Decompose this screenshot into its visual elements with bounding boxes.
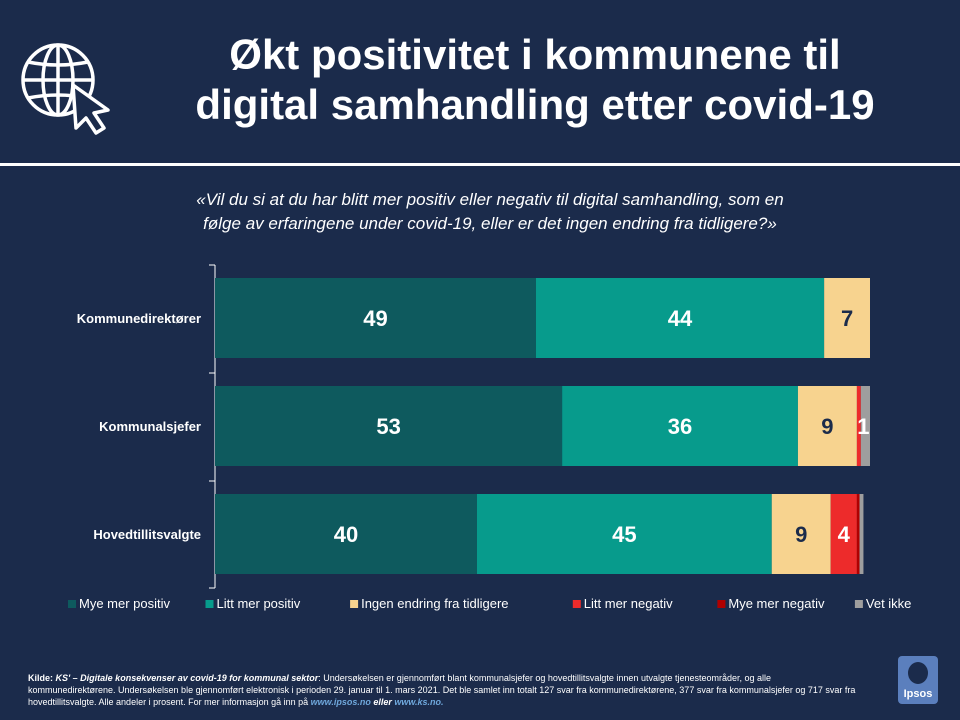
- source-link-ipsos[interactable]: www.ipsos.no: [310, 697, 371, 707]
- data-label: 9: [821, 414, 833, 439]
- source-text: : Undersøkelsen er gjennomført blant kom…: [28, 673, 856, 707]
- data-label: 45: [612, 522, 636, 547]
- source-link-ks[interactable]: www.ks.no.: [394, 697, 444, 707]
- bar-segment: [535, 278, 825, 358]
- legend-swatch: [350, 600, 359, 608]
- bar-segment: [830, 494, 857, 574]
- category-label: Kommunedirektører: [77, 311, 201, 326]
- legend-swatch: [68, 600, 76, 608]
- page-title: Økt positivitet i kommunene til digital …: [120, 30, 950, 130]
- bar-segment: [856, 494, 860, 574]
- ipsos-mark-icon: [908, 662, 928, 684]
- data-label: 49: [363, 306, 387, 331]
- source-title: KS' – Digitale konsekvenser av covid-19 …: [55, 673, 319, 683]
- bar-segment: [477, 494, 772, 574]
- chart-bars: [215, 278, 870, 574]
- category-label: Hovedtillitsvalgte: [93, 527, 201, 542]
- legend-label: Ingen endring fra tidligere: [361, 596, 508, 611]
- legend-label: Mye mer positiv: [79, 596, 171, 611]
- bar-segment: [860, 386, 870, 466]
- legend-swatch: [717, 600, 726, 608]
- chart-axis: [209, 264, 216, 589]
- question-line-2: følge av erfaringene under covid-19, ell…: [203, 214, 777, 233]
- survey-question: «Vil du si at du har blitt mer positiv e…: [40, 188, 940, 236]
- source-mid: eller: [370, 697, 395, 707]
- chart-legend: Mye mer positiv Litt mer positiv Ingen end…: [68, 596, 911, 611]
- data-label: 7: [841, 306, 853, 331]
- globe-cursor-icon: [21, 43, 110, 135]
- question-line-1: «Vil du si at du har blitt mer positiv e…: [196, 190, 784, 209]
- data-label: 44: [668, 306, 693, 331]
- data-label: 36: [668, 414, 692, 439]
- bar-segment: [562, 386, 798, 466]
- source-note: Kilde: KS' – Digitale konsekvenser av co…: [28, 672, 858, 708]
- ipsos-logo: Ipsos: [898, 656, 938, 704]
- legend-label: Vet ikke: [866, 596, 912, 611]
- data-label: 53: [376, 414, 400, 439]
- legend-swatch: [854, 600, 863, 608]
- header-bar: [0, 0, 960, 163]
- bar-segment: [856, 386, 861, 466]
- ipsos-logo-text: Ipsos: [903, 688, 933, 700]
- legend-swatch: [205, 600, 214, 608]
- bar-segment: [215, 494, 477, 574]
- header-divider: [0, 163, 960, 166]
- bar-segment: [859, 494, 864, 574]
- legend-label: Mye mer negativ: [728, 596, 825, 611]
- bar-segment: [824, 278, 870, 358]
- bar-segment: [797, 386, 857, 466]
- source-kilde-label: Kilde:: [28, 673, 54, 683]
- title-line-1: Økt positivitet i kommunene til: [229, 31, 841, 78]
- data-label: 9: [795, 522, 807, 547]
- bar-segment: [215, 386, 563, 466]
- legend-label: Litt mer positiv: [217, 596, 301, 611]
- data-label: 4: [838, 522, 851, 547]
- legend-swatch: [572, 600, 581, 608]
- bar-segment: [771, 494, 831, 574]
- category-label: Kommunalsjefer: [99, 419, 201, 434]
- data-label: 1: [857, 414, 869, 439]
- title-line-2: digital samhandling etter covid-19: [195, 81, 875, 128]
- bar-segment: [215, 278, 536, 358]
- data-label: 40: [334, 522, 358, 547]
- legend-label: Litt mer negativ: [584, 596, 673, 611]
